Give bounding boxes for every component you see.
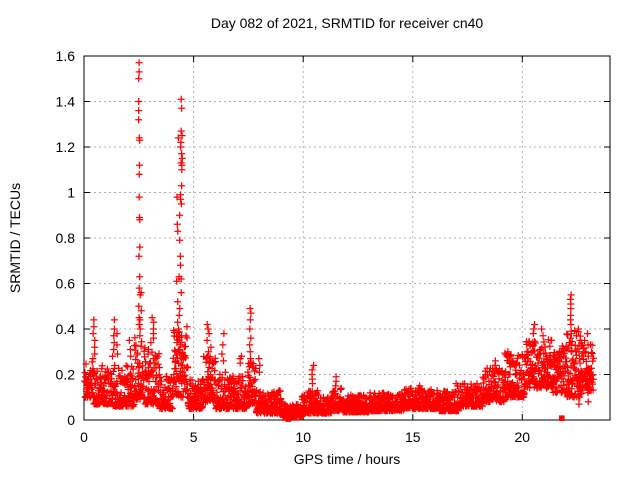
x-tick-label: 0 bbox=[80, 429, 88, 445]
y-tick-label: 0.4 bbox=[56, 321, 76, 337]
chart-title: Day 082 of 2021, SRMTID for receiver cn4… bbox=[211, 15, 484, 31]
y-tick-label: 1.4 bbox=[56, 94, 76, 110]
data-points bbox=[81, 59, 597, 422]
y-axis-label: SRMTID / TECUs bbox=[7, 183, 23, 293]
y-tick-label: 0.6 bbox=[56, 276, 76, 292]
scatter-plus-markers bbox=[81, 59, 597, 421]
y-tick-label: 0.2 bbox=[56, 367, 76, 383]
y-tick-label: 1.6 bbox=[56, 48, 76, 64]
y-tick-label: 1.2 bbox=[56, 139, 76, 155]
x-tick-label: 5 bbox=[190, 429, 198, 445]
y-tick-label: 0 bbox=[67, 412, 75, 428]
scatter-square-marker bbox=[285, 416, 292, 422]
x-tick-labels: 0 5 10 15 20 bbox=[80, 429, 530, 445]
x-tick-label: 15 bbox=[405, 429, 421, 445]
x-axis-label: GPS time / hours bbox=[294, 451, 401, 467]
x-tick-label: 10 bbox=[295, 429, 311, 445]
scatter-square-marker bbox=[559, 415, 565, 421]
y-tick-labels: 0 0.2 0.4 0.6 0.8 1 1.2 1.4 1.6 bbox=[56, 48, 76, 428]
x-tick-label: 20 bbox=[515, 429, 531, 445]
y-tick-label: 0.8 bbox=[56, 230, 76, 246]
y-tick-label: 1 bbox=[67, 185, 75, 201]
